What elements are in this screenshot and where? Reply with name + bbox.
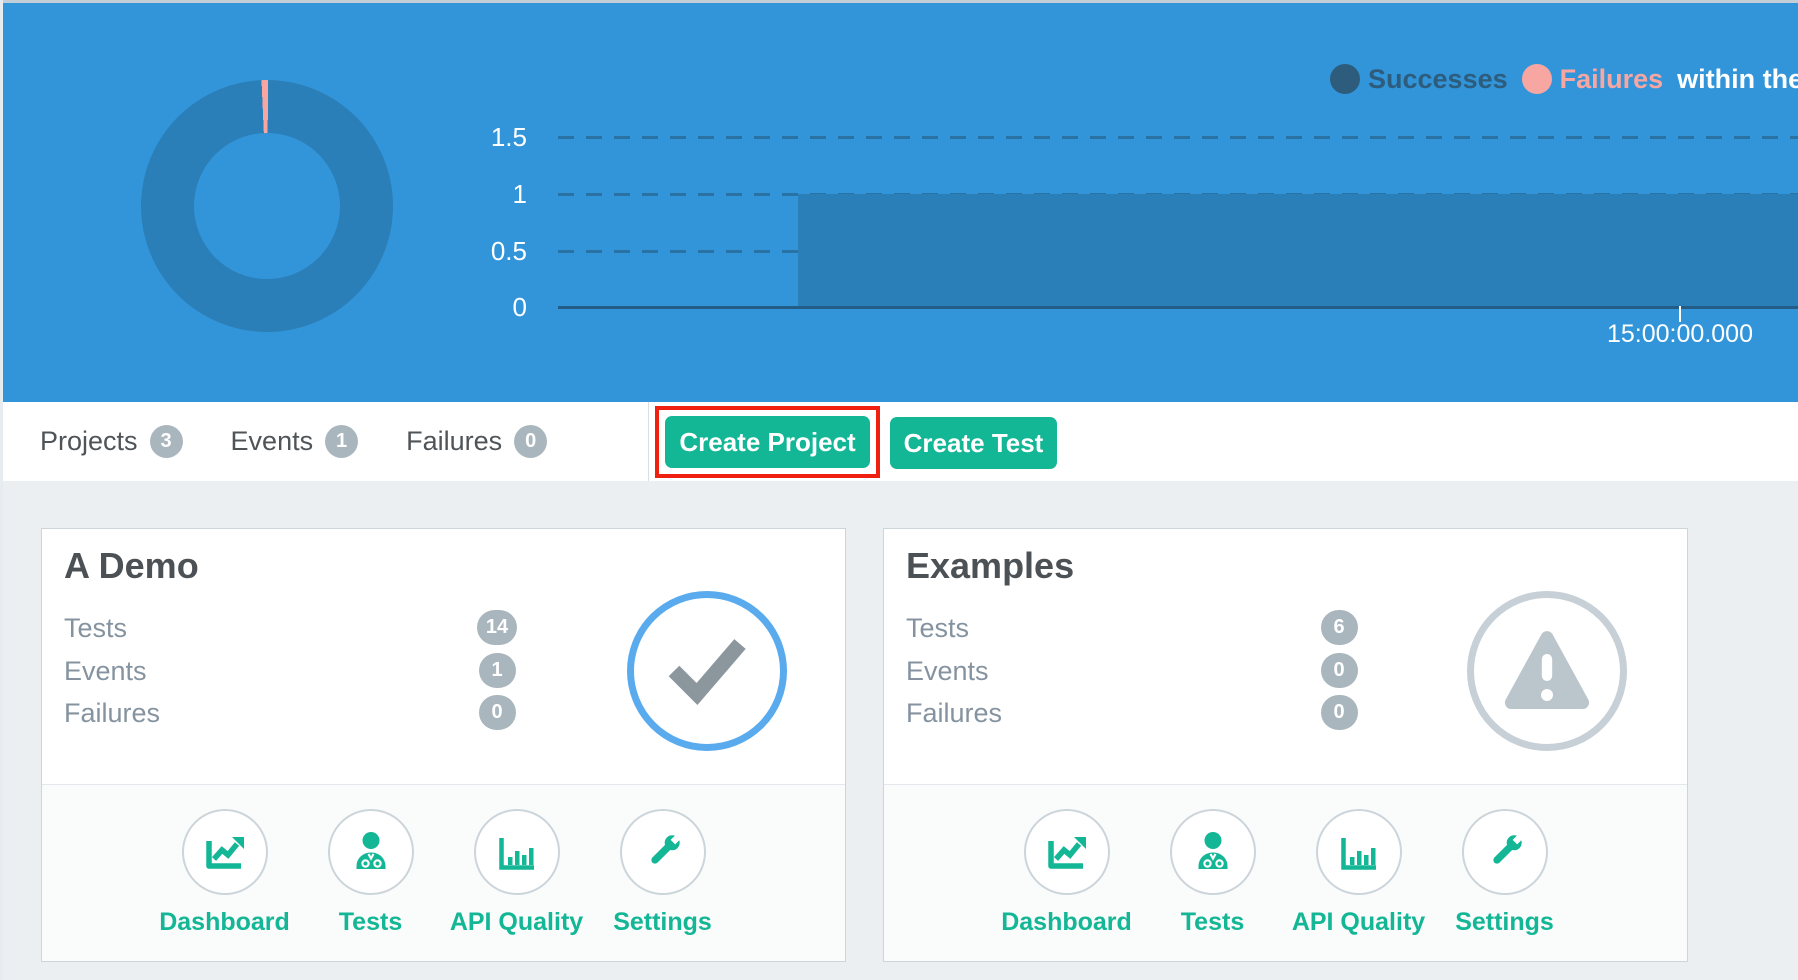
wrench-icon: [1461, 809, 1548, 895]
action-api-quality[interactable]: API Quality: [1286, 809, 1432, 961]
nav-counters: Projects 3 Events 1 Failures 0: [40, 402, 548, 481]
stat-row-tests: Tests 6: [906, 610, 1426, 646]
x-tick-mark: [1679, 306, 1681, 322]
stat-value-badge: 0: [1320, 695, 1358, 730]
bar-chart-icon: [1315, 809, 1402, 895]
nav-events-label: Events: [230, 426, 314, 456]
project-actions: Dashboard Tests: [42, 784, 845, 961]
stat-row-failures: Failures 0: [64, 695, 584, 731]
chart-legend: Successes Failures within the la: [1330, 62, 1798, 96]
wrench-icon: [619, 809, 706, 895]
nav-events[interactable]: Events 1: [231, 425, 359, 458]
action-label: Settings: [1455, 908, 1554, 936]
donut-hole: [194, 133, 340, 279]
x-tick-time-label: 15:00:00.000: [1607, 320, 1753, 348]
nav-projects[interactable]: Projects 3: [40, 425, 183, 458]
nav-failures-label: Failures: [406, 426, 503, 456]
stat-row-tests: Tests 14: [64, 610, 584, 646]
gridline-1-5: [558, 136, 1798, 139]
legend-successes-label: Successes: [1368, 63, 1508, 94]
stat-label: Failures: [64, 698, 161, 728]
stat-label: Tests: [64, 613, 128, 643]
project-card-examples: Examples Tests 6 Events 0 Failures 0: [883, 528, 1688, 962]
stat-value-badge: 0: [478, 695, 516, 730]
projects-count-badge: 3: [149, 425, 183, 458]
annotation-highlight-box: Create Project: [655, 406, 880, 478]
stat-value-badge: 14: [476, 610, 518, 645]
toolbar: Projects 3 Events 1 Failures 0 Create Pr…: [0, 402, 1798, 481]
action-label: API Quality: [449, 908, 584, 936]
y-tick-label: 1: [512, 179, 527, 209]
legend-time-window-text: within the la: [1677, 63, 1798, 94]
stat-label: Tests: [906, 613, 970, 643]
project-title[interactable]: Examples: [906, 545, 1075, 586]
window-left-edge: [0, 0, 3, 980]
projects-list: A Demo Tests 14 Events 1 Failures 0: [0, 481, 1798, 980]
action-settings[interactable]: Settings: [590, 809, 736, 961]
project-title[interactable]: A Demo: [64, 545, 199, 586]
action-dashboard[interactable]: Dashboard: [994, 809, 1140, 961]
stat-label: Failures: [906, 698, 1003, 728]
legend-item-successes[interactable]: Successes: [1330, 64, 1508, 95]
action-label: Dashboard: [1001, 908, 1132, 936]
stat-row-events: Events 1: [64, 653, 584, 689]
nav-failures[interactable]: Failures 0: [406, 425, 548, 458]
stat-row-events: Events 0: [906, 653, 1426, 689]
bar-chart-icon: [473, 809, 560, 895]
failures-dot-icon: [1521, 64, 1552, 94]
toolbar-divider: [648, 402, 649, 481]
window-top-edge: [0, 0, 1798, 3]
line-chart-icon: [1023, 809, 1110, 895]
action-settings[interactable]: Settings: [1432, 809, 1578, 961]
create-test-button[interactable]: Create Test: [890, 417, 1057, 469]
successes-dot-icon: [1330, 64, 1360, 94]
success-failure-donut-chart: [141, 80, 393, 332]
y-tick-label: 1.5: [490, 122, 527, 152]
action-tests[interactable]: Tests: [1140, 809, 1286, 961]
stat-value-badge: 0: [1320, 653, 1358, 688]
failures-count-badge: 0: [514, 425, 548, 458]
action-label: Tests: [1180, 908, 1245, 936]
y-tick-label: 0: [512, 292, 527, 322]
action-dashboard[interactable]: Dashboard: [152, 809, 298, 961]
doctor-icon: [1169, 809, 1256, 895]
timeline-success-bar: [798, 194, 1798, 307]
nav-projects-label: Projects: [40, 426, 138, 456]
action-api-quality[interactable]: API Quality: [444, 809, 590, 961]
stat-label: Events: [906, 656, 989, 686]
action-label: Dashboard: [159, 908, 290, 936]
doctor-icon: [327, 809, 414, 895]
dashboard-chart-header: 1.5 1 0.5 0 15:00:00.000 Successes Failu…: [0, 0, 1798, 402]
x-axis-line: [558, 306, 1798, 309]
legend-item-failures[interactable]: Failures: [1521, 63, 1664, 95]
stat-value-badge: 6: [1320, 610, 1358, 645]
events-count-badge: 1: [325, 425, 359, 458]
project-card-a-demo: A Demo Tests 14 Events 1 Failures 0: [41, 528, 846, 962]
status-success-check-icon: [627, 591, 787, 751]
status-warning-icon: [1467, 591, 1627, 751]
y-tick-label: 0.5: [490, 236, 527, 266]
action-label: API Quality: [1291, 908, 1426, 936]
stat-label: Events: [64, 656, 147, 686]
stat-value-badge: 1: [478, 653, 516, 688]
line-chart-icon: [181, 809, 268, 895]
action-label: Settings: [613, 908, 712, 936]
stat-row-failures: Failures 0: [906, 695, 1426, 731]
legend-failures-label: Failures: [1559, 63, 1664, 94]
project-actions: Dashboard Tests: [884, 784, 1687, 961]
action-label: Tests: [338, 908, 403, 936]
create-project-button[interactable]: Create Project: [665, 416, 870, 468]
action-tests[interactable]: Tests: [298, 809, 444, 961]
